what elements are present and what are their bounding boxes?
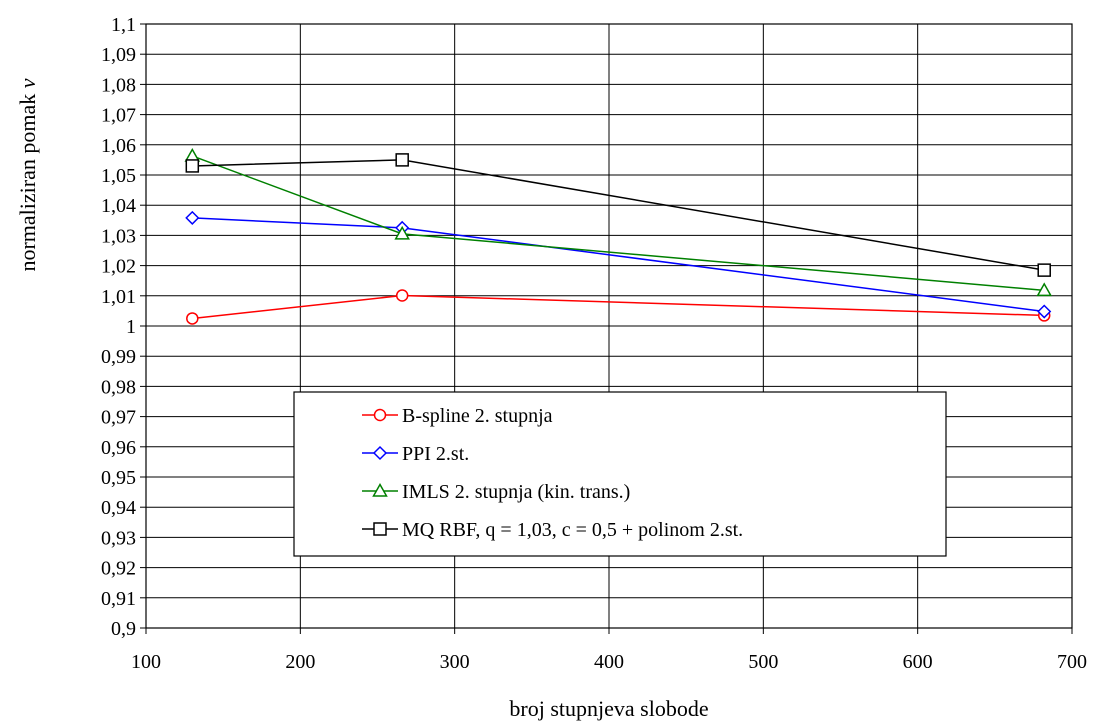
series-triangle	[184, 147, 1053, 297]
legend-marker	[372, 445, 388, 461]
data-point	[1037, 304, 1052, 319]
legend: B-spline 2. stupnja PPI 2.st. IMLS 2. stup…	[293, 391, 947, 557]
y-tick-label: 1,06	[101, 135, 136, 157]
y-tick-labels: 0,9 0,91 0,92 0,93 0,94 0,95 0,96 0,97 0,98 0,99 1…	[101, 14, 136, 640]
data-point	[395, 153, 409, 167]
x-tick-label: 400	[594, 651, 624, 673]
y-tick-label: 1,01	[101, 286, 136, 308]
y-tick-label: 0,93	[101, 527, 136, 549]
plot-frame	[145, 23, 1073, 629]
data-point	[1037, 263, 1051, 277]
y-tick-label: 0,95	[101, 467, 136, 489]
y-axis-label-text: normaliziran pomak	[15, 88, 40, 271]
series-line	[192, 155, 1045, 292]
data-point	[1036, 282, 1053, 297]
legend-entry: IMLS 2. stupnja (kin. trans.)	[362, 481, 630, 503]
series-square	[185, 153, 1051, 277]
data-point	[185, 210, 200, 225]
legend-label: MQ RBF, q = 1,03, c = 0,5 + polinom 2.st…	[402, 519, 743, 541]
legend-label: B-spline 2. stupnja	[402, 405, 553, 427]
legend-entry: MQ RBF, q = 1,03, c = 0,5 + polinom 2.st…	[362, 519, 743, 541]
y-tick-label: 0,9	[111, 618, 136, 640]
legend-entry: B-spline 2. stupnja	[362, 405, 553, 427]
x-tick-label: 300	[440, 651, 470, 673]
x-axis-label: broj stupnjeva slobode	[509, 696, 708, 721]
y-tick-label: 1,03	[101, 225, 136, 247]
y-tick-label: 0,96	[101, 437, 136, 459]
series-line	[192, 217, 1045, 313]
x-tick-label: 100	[131, 651, 161, 673]
y-tick-label: 1,04	[101, 195, 136, 217]
y-axis-label: normaliziran pomak v	[15, 78, 40, 271]
y-tick-label: 0,99	[101, 346, 136, 368]
legend-marker	[373, 522, 387, 536]
x-tick-label: 200	[285, 651, 315, 673]
y-axis-label-variable: v	[15, 78, 40, 88]
y-tick-label: 0,91	[101, 588, 136, 610]
y-tick-label: 1,09	[101, 44, 136, 66]
y-tick-label: 1,08	[101, 74, 136, 96]
y-tick-label: 0,97	[101, 407, 136, 429]
legend-box	[293, 391, 947, 557]
legend-entry: PPI 2.st.	[362, 443, 469, 465]
y-tick-label: 1,1	[111, 14, 136, 36]
data-point	[186, 312, 199, 325]
data-point	[394, 225, 410, 240]
data-point	[395, 289, 409, 302]
y-tick-label: 1	[126, 316, 136, 338]
legend-label: PPI 2.st.	[402, 443, 469, 465]
x-tick-label: 700	[1057, 651, 1087, 673]
legend-marker	[372, 482, 388, 497]
y-tick-label: 1,02	[101, 256, 136, 278]
y-tick-label: 0,92	[101, 558, 136, 580]
series-layer	[184, 147, 1053, 325]
data-point	[185, 159, 200, 173]
y-tick-label: 1,07	[101, 105, 136, 127]
y-tick-label: 0,94	[101, 497, 136, 519]
legend-label: IMLS 2. stupnja (kin. trans.)	[402, 481, 630, 503]
legend-marker	[373, 408, 387, 422]
x-tick-label: 600	[903, 651, 933, 673]
series-line	[192, 294, 1045, 320]
y-tick-label: 1,05	[101, 165, 136, 187]
x-tick-labels: 100 200 300 400 500 600 700	[131, 651, 1087, 673]
x-tick-label: 500	[748, 651, 778, 673]
y-tick-label: 0,98	[101, 376, 136, 398]
